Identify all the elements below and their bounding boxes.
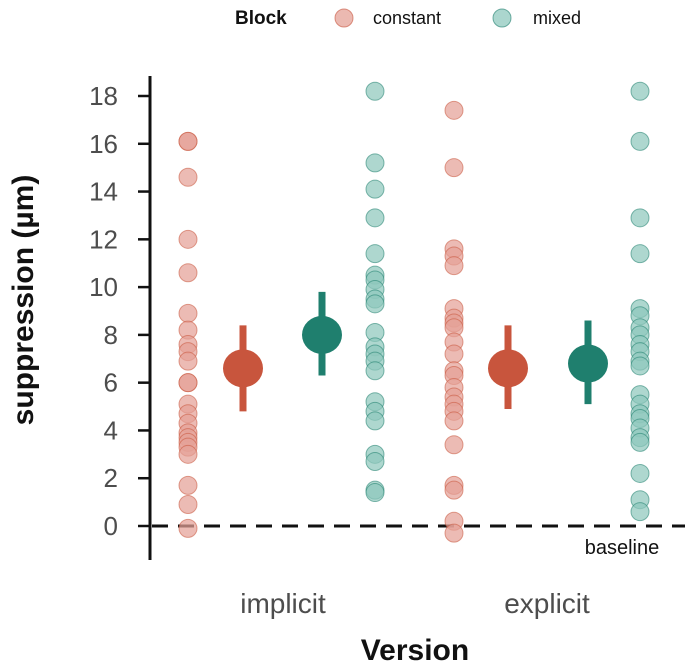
legend: Block constant mixed [235,8,581,29]
point-constant-explicit-22 [444,523,464,543]
point-constant-explicit-4 [444,256,464,276]
y-tick-label-16: 16 [89,129,118,159]
mean-mixed-explicit [568,344,608,383]
y-tick-label-14: 14 [89,177,118,207]
point-constant-implicit-19 [178,444,198,464]
legend-label-mixed: mixed [533,8,581,28]
point-mixed-implicit-1 [365,153,385,173]
x-axis-title: Version [361,634,469,667]
y-tick-label-2: 2 [104,463,118,493]
point-mixed-explicit-3 [630,244,650,264]
point-constant-implicit-3 [178,229,198,249]
point-mixed-implicit-0 [365,81,385,101]
point-constant-explicit-17 [444,411,464,431]
point-constant-implicit-5 [178,303,198,323]
point-constant-implicit-21 [178,495,198,514]
y-tick-label-0: 0 [104,511,118,541]
point-constant-explicit-1 [444,158,464,178]
point-mixed-explicit-21 [630,502,650,522]
point-constant-implicit-11 [178,373,198,393]
point-mixed-explicit-11 [630,356,650,376]
point-constant-explicit-18 [444,435,464,455]
y-tick-label-6: 6 [104,368,118,398]
x-tick-label-explicit: explicit [504,588,590,619]
point-constant-explicit-20 [444,480,464,500]
point-constant-explicit-0 [444,100,464,120]
point-mixed-implicit-19 [365,452,385,471]
point-constant-implicit-20 [178,475,198,495]
mean-mixed-implicit [302,315,342,354]
y-tick-label-18: 18 [89,81,118,111]
point-constant-implicit-4 [178,263,198,283]
legend-title: Block [235,8,287,29]
point-mixed-implicit-9 [365,294,385,314]
legend-key-constant [334,8,354,28]
data-points [178,81,650,543]
point-mixed-implicit-4 [365,244,385,264]
legend-key-mixed [492,8,512,28]
mean-constant-explicit [488,349,528,388]
point-mixed-explicit-1 [630,131,650,151]
point-constant-implicit-1 [178,131,198,151]
point-constant-explicit-10 [444,344,464,364]
y-tick-label-8: 8 [104,320,118,350]
point-mixed-implicit-14 [365,361,385,381]
y-tick-label-4: 4 [104,415,118,445]
summary-markers [223,291,608,412]
point-mixed-implicit-2 [365,179,385,199]
point-mixed-implicit-17 [365,411,385,431]
y-axis-title: suppression (µm) [7,175,40,426]
baseline-label: baseline [585,537,660,559]
point-mixed-implicit-21 [365,483,385,503]
y-axis-ticks: 0 2 4 6 8 10 12 14 16 18 [89,81,150,541]
mean-constant-implicit [223,349,263,388]
point-constant-implicit-9 [178,351,198,371]
point-mixed-explicit-19 [630,463,650,483]
point-mixed-explicit-2 [630,208,650,228]
point-mixed-explicit-0 [630,81,650,101]
legend-label-constant: constant [373,8,441,28]
point-constant-implicit-22 [178,518,198,538]
y-tick-label-12: 12 [89,224,118,254]
point-mixed-explicit-18 [630,432,650,452]
x-tick-label-implicit: implicit [240,588,326,619]
baseline-reference: baseline [152,524,685,559]
point-mixed-implicit-3 [365,208,385,228]
y-tick-label-10: 10 [89,272,118,302]
point-constant-implicit-2 [178,167,198,187]
